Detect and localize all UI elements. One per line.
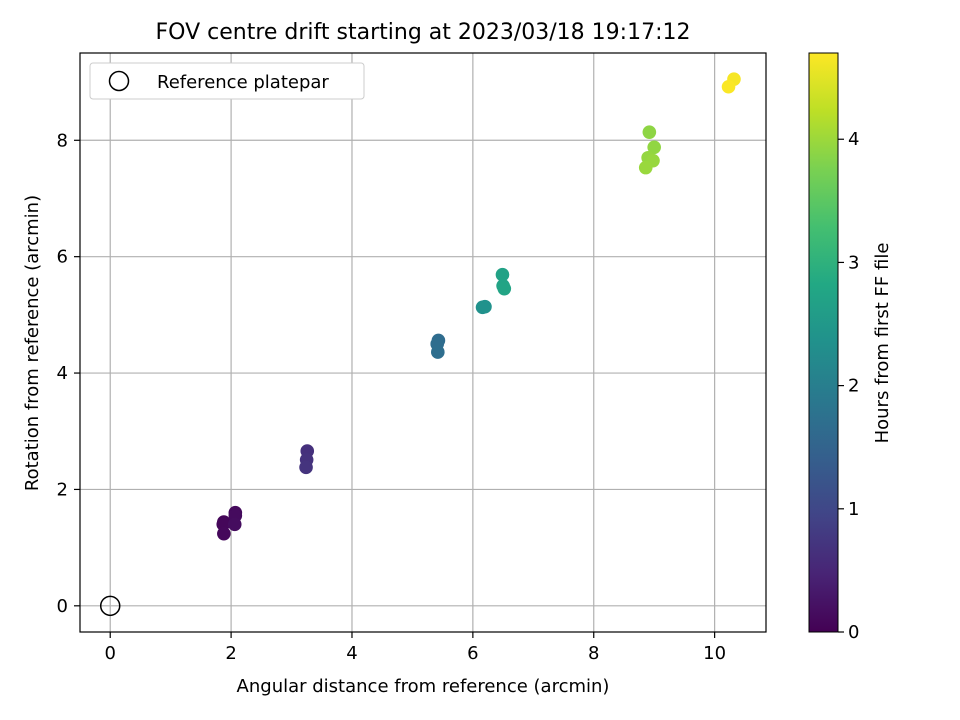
chart-title: FOV centre drift starting at 2023/03/18 … [156, 20, 691, 45]
y-tick-label: 0 [57, 596, 68, 617]
grid-lines [80, 53, 766, 632]
y-ticks: 0 2 4 6 8 [57, 130, 80, 617]
colorbar-tick-label: 1 [848, 499, 859, 520]
colorbar-tick-label: 3 [848, 252, 859, 273]
legend-box [89, 62, 365, 100]
colorbar-label: Hours from first FF file [872, 243, 893, 444]
colorbar-tick-label: 2 [848, 376, 859, 397]
x-ticks: 0 2 4 6 8 10 [104, 632, 726, 664]
data-points [99, 72, 741, 617]
data-point [227, 517, 242, 532]
data-point [647, 140, 661, 155]
data-point [431, 345, 445, 359]
x-tick-label: 6 [467, 643, 478, 664]
data-point [478, 299, 492, 314]
y-tick-label: 4 [57, 363, 68, 384]
data-point [497, 281, 512, 296]
colorbar-tick-label: 4 [848, 129, 859, 150]
x-tick-label: 0 [104, 643, 115, 664]
y-tick-label: 2 [57, 479, 68, 500]
data-point [299, 460, 313, 475]
x-tick-label: 10 [703, 643, 726, 664]
data-point [495, 267, 510, 282]
y-axis-label: Rotation from reference (arcmin) [22, 195, 43, 491]
data-point [642, 125, 657, 139]
data-point [217, 526, 231, 541]
y-tick-label: 6 [57, 247, 68, 268]
legend-marker [108, 70, 130, 92]
colorbar: 0 1 2 3 4 Hours from first FF file [808, 52, 893, 643]
x-tick-label: 4 [346, 643, 357, 664]
colorbar-gradient [808, 52, 839, 633]
colorbar-tick-label: 0 [848, 622, 859, 643]
x-tick-label: 8 [588, 643, 599, 664]
x-axis-label: Angular distance from reference (arcmin) [237, 676, 610, 697]
colorbar-ticks: 0 1 2 3 4 [838, 129, 859, 643]
plot-frame [79, 52, 767, 633]
reference-point-marker [99, 595, 121, 617]
y-tick-label: 8 [57, 130, 68, 151]
legend: Reference platepar [89, 62, 365, 100]
data-point [638, 160, 653, 175]
legend-label: Reference platepar [157, 72, 329, 93]
x-tick-label: 2 [225, 643, 236, 664]
data-point [721, 79, 736, 94]
